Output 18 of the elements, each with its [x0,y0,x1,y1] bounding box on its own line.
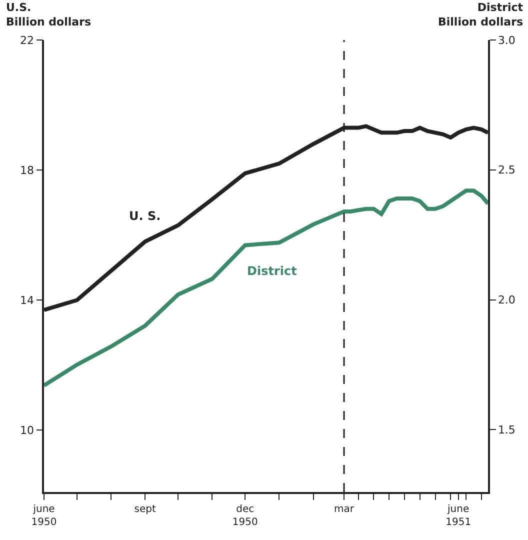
y2-tick-label: 3.0 [498,34,516,47]
series-label: U. S. [129,209,161,223]
y2-tick-label: 2.5 [498,164,516,177]
series-label: District [247,264,298,278]
y-tick-label: 22 [20,34,34,47]
y-tick-label: 10 [20,424,34,438]
y2-axis-title: District Billion dollars [438,1,524,28]
x-tick-label: june 1951 [446,504,472,528]
y-tick-label: 18 [20,164,34,177]
x-tick-label: sept [134,504,156,515]
x-tick-label: june 1950 [31,504,57,528]
y2-tick-label: 2.0 [498,294,516,307]
y-tick-label: 14 [20,294,34,307]
x-tick-label: dec 1950 [232,504,258,528]
y-axis-title: U.S. Billion dollars [6,1,92,28]
x-tick-label: mar [334,504,355,515]
line-series [44,188,488,388]
y2-tick-label: 1.5 [498,424,516,437]
